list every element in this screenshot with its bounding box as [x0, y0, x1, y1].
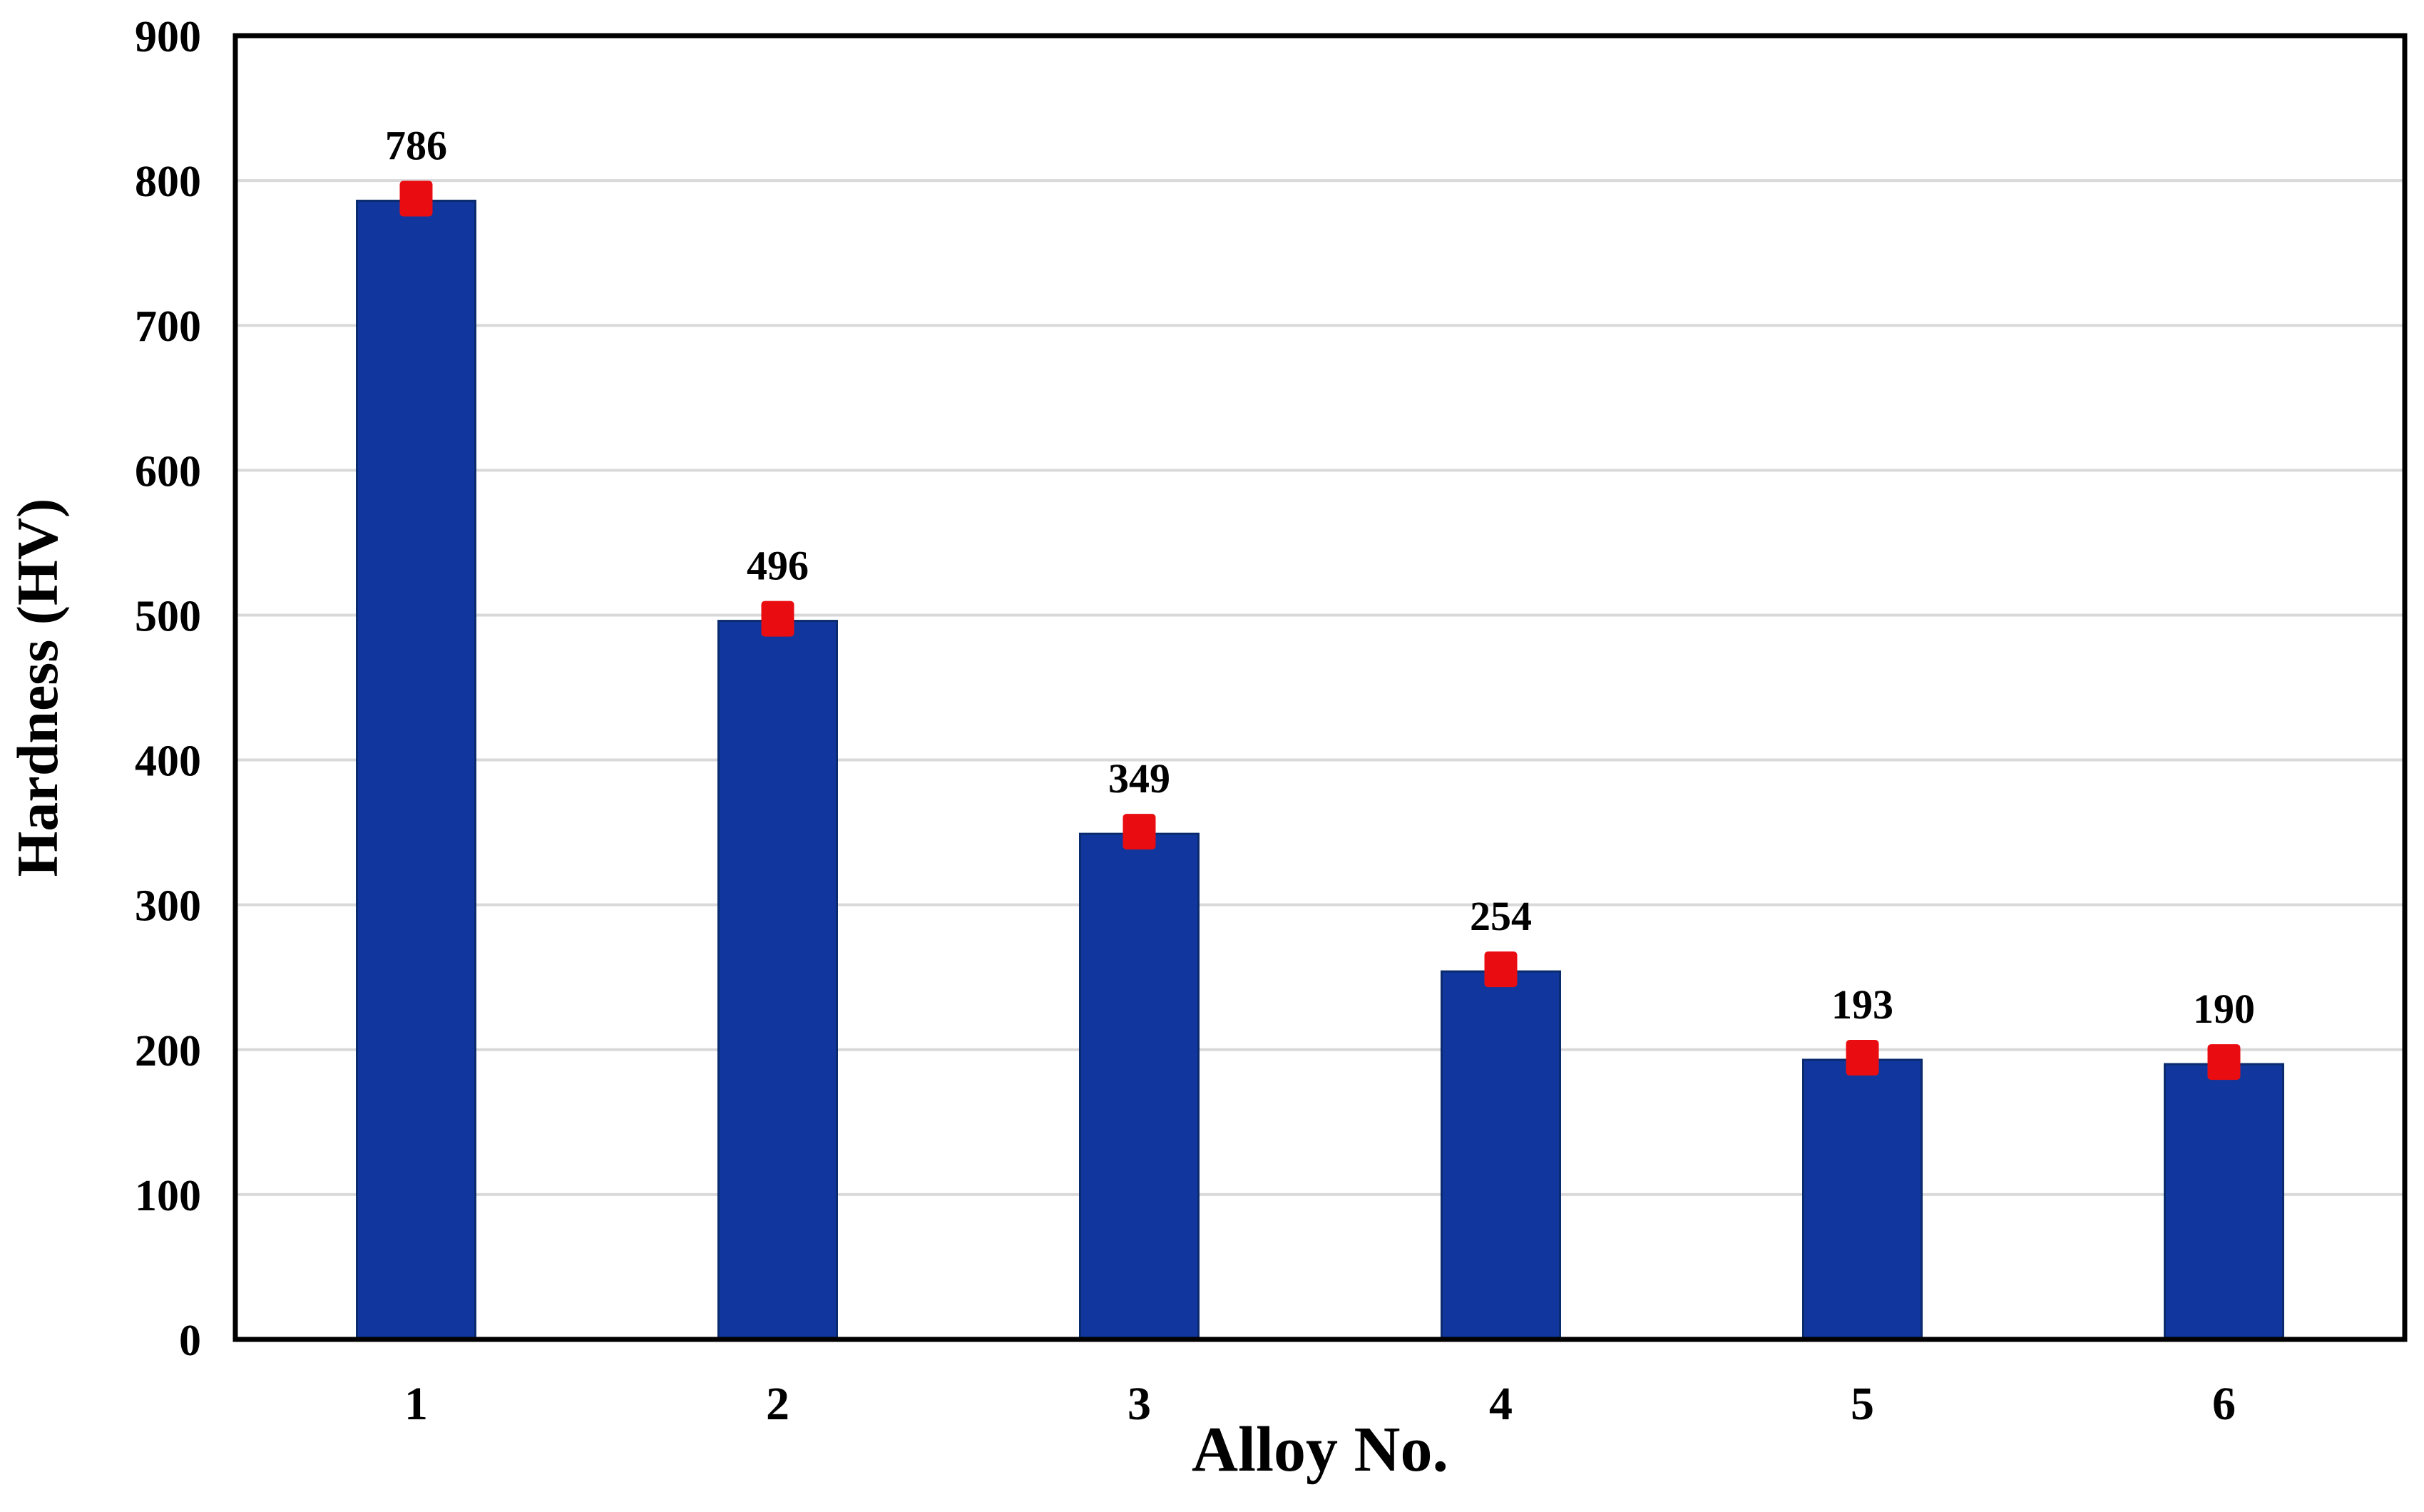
error-marker	[1122, 814, 1156, 850]
gridlines	[235, 179, 2405, 1196]
error-marker	[399, 180, 433, 217]
bar	[2164, 1063, 2284, 1341]
y-tick-label: 800	[135, 158, 201, 206]
error-markers-group	[399, 180, 2241, 1081]
x-tick-label: 1	[404, 1378, 428, 1430]
y-tick-label: 100	[135, 1172, 201, 1220]
bar	[1079, 832, 1200, 1341]
y-axis-tick-labels: 0 100 200 300 400 500 600 700 800 900	[135, 13, 201, 1365]
error-marker	[1484, 951, 1518, 988]
y-tick-label: 500	[135, 592, 201, 640]
bar-value-label: 496	[747, 543, 809, 589]
bar-value-label: 193	[1831, 981, 1893, 1028]
bar	[717, 620, 838, 1341]
x-axis-tick-labels: 1 2 3 4 5 6	[404, 1378, 2236, 1430]
bar	[1802, 1058, 1923, 1341]
bar-value-label: 190	[2193, 986, 2255, 1032]
y-tick-label: 200	[135, 1027, 201, 1076]
plot-frame	[232, 33, 2408, 1342]
x-tick-label: 3	[1127, 1378, 1151, 1430]
y-tick-label: 900	[135, 13, 201, 61]
bars-group	[356, 200, 2284, 1341]
y-axis-title: Hardness (HV)	[5, 499, 70, 877]
y-tick-label: 300	[135, 882, 201, 931]
y-tick-label: 0	[179, 1317, 201, 1365]
x-tick-label: 4	[1489, 1378, 1513, 1430]
bar	[356, 200, 476, 1341]
x-tick-label: 6	[2212, 1378, 2236, 1430]
error-marker	[761, 601, 794, 637]
x-tick-label: 5	[1851, 1378, 1874, 1430]
error-marker	[2207, 1044, 2241, 1081]
bar-value-label: 786	[385, 123, 447, 169]
y-tick-label: 700	[135, 302, 201, 351]
x-tick-label: 2	[766, 1378, 789, 1430]
y-tick-label: 400	[135, 737, 201, 786]
x-axis-title: Alloy No.	[1192, 1414, 1448, 1485]
bar-value-label: 254	[1470, 893, 1532, 939]
error-marker	[1846, 1039, 1879, 1076]
bar-value-label: 349	[1108, 755, 1170, 802]
value-labels-group: 786 496 349 254 193 190	[385, 123, 2255, 1033]
y-tick-label: 600	[135, 447, 201, 496]
bar	[1441, 970, 1561, 1341]
